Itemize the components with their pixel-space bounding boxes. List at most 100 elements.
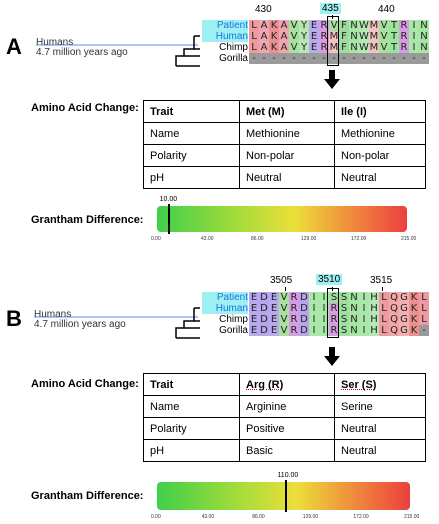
bar-tick-label: 129.00	[301, 236, 317, 242]
panel-a-tree-species: Humans	[36, 37, 74, 48]
table-row: pH Neutral Neutral	[143, 166, 426, 189]
table-cell: Neutral	[334, 439, 426, 462]
residue-cell: I	[309, 314, 319, 325]
residue-cell: I	[409, 31, 419, 42]
residue-cell: K	[409, 292, 419, 303]
bar-tick-label: 86.00	[252, 514, 265, 520]
residue-cell: I	[319, 303, 329, 314]
residue-cell: E	[269, 314, 279, 325]
residue-cell: -	[339, 53, 349, 64]
residue-cell: E	[309, 20, 319, 31]
residue-cell: D	[299, 325, 309, 336]
residue-cell: G	[399, 303, 409, 314]
residue-cell: W	[359, 42, 369, 53]
panel-b-grantham-label: Grantham Difference:	[31, 490, 144, 502]
residue-cell: I	[309, 303, 319, 314]
residue-cell: V	[329, 20, 339, 31]
bar-tick-label: 215.00	[401, 236, 417, 242]
residue-cell: I	[319, 325, 329, 336]
table-row: Polarity Non-polar Non-polar	[143, 144, 426, 167]
residue-cell: -	[369, 53, 379, 64]
residue-cell: N	[349, 303, 359, 314]
table-header-cell: Ser (S)	[334, 373, 426, 396]
panel-a-species-gorilla: Gorilla	[219, 53, 248, 64]
residue-cell: V	[289, 31, 299, 42]
residue-cell: L	[379, 325, 389, 336]
residue-cell: -	[349, 53, 359, 64]
residue-cell: -	[249, 53, 259, 64]
residue-cell: F	[339, 31, 349, 42]
residue-cell: -	[309, 53, 319, 64]
residue-cell: -	[279, 53, 289, 64]
residue-cell: I	[359, 325, 369, 336]
residue-cell: I	[309, 325, 319, 336]
panel-b-tick-3: 3515	[370, 275, 393, 286]
table-cell: Polarity	[143, 417, 240, 440]
residue-cell: L	[419, 314, 429, 325]
panel-b-tree-time: 4.7 million years ago	[34, 319, 126, 330]
residue-cell: M	[329, 31, 339, 42]
bar-tick-label: 86.00	[251, 236, 264, 242]
residue-cell: -	[299, 53, 309, 64]
panel-a-tick-highlight: 435	[320, 3, 341, 14]
panel-a-species-human: Human	[202, 31, 248, 42]
residue-cell: I	[309, 292, 319, 303]
residue-cell: H	[369, 325, 379, 336]
residue-cell: L	[379, 292, 389, 303]
residue-cell: -	[419, 325, 429, 336]
panel-b-tick-mark-2	[332, 287, 333, 291]
residue-cell: V	[289, 42, 299, 53]
residue-cell: F	[339, 42, 349, 53]
panel-b-amino-acid-label: Amino Acid Change:	[31, 378, 139, 390]
residue-cell: L	[249, 31, 259, 42]
panel-b-tick-mark-1	[285, 287, 286, 291]
residue-cell: D	[299, 303, 309, 314]
residue-cell: G	[399, 314, 409, 325]
residue-cell: S	[339, 292, 349, 303]
table-header-row: Trait Arg (R) Ser (S)	[143, 373, 426, 396]
residue-cell: E	[249, 303, 259, 314]
table-header-row: Trait Met (M) Ile (I)	[143, 100, 426, 123]
residue-cell: A	[279, 42, 289, 53]
table-header-text: Arg (R)	[246, 378, 284, 391]
residue-cell: M	[329, 42, 339, 53]
residue-cell: V	[279, 314, 289, 325]
residue-cell: Q	[389, 325, 399, 336]
residue-cell: M	[369, 42, 379, 53]
residue-cell: N	[349, 20, 359, 31]
residue-cell: N	[419, 42, 429, 53]
panel-a-species-list: Patient Human Chimp Gorilla	[202, 20, 248, 64]
residue-cell: -	[409, 53, 419, 64]
residue-cell: M	[369, 31, 379, 42]
residue-cell: T	[389, 31, 399, 42]
table-row: Name Methionine Methionine	[143, 122, 426, 145]
residue-cell: D	[299, 314, 309, 325]
bar-tick-label: 215.00	[404, 514, 420, 520]
table-cell: Polarity	[143, 144, 240, 167]
bar-tick-label: 43.00	[201, 514, 215, 520]
residue-cell: R	[329, 303, 339, 314]
panel-a-amino-acid-label: Amino Acid Change:	[31, 102, 139, 114]
residue-cell: R	[289, 314, 299, 325]
table-cell: Neutral	[334, 166, 426, 189]
residue-cell: S	[329, 292, 339, 303]
panel-a-tree-time: 4.7 million years ago	[36, 47, 128, 58]
residue-cell: -	[269, 53, 279, 64]
table-cell: pH	[143, 439, 240, 462]
panel-a-grantham-marker	[167, 204, 170, 234]
residue-cell: R	[289, 303, 299, 314]
bar-tick-label: 0.00	[151, 236, 161, 242]
residue-cell: G	[399, 292, 409, 303]
panel-a-species-chimp: Chimp	[219, 42, 248, 53]
residue-cell: T	[389, 20, 399, 31]
residue-cell: W	[359, 31, 369, 42]
panel-b-species-list: Patient Human Chimp Gorilla	[202, 292, 248, 336]
residue-cell: V	[379, 31, 389, 42]
residue-cell: R	[319, 42, 329, 53]
table-cell: Non-polar	[334, 144, 426, 167]
residue-cell: L	[379, 314, 389, 325]
table-cell: Arginine	[239, 395, 335, 418]
